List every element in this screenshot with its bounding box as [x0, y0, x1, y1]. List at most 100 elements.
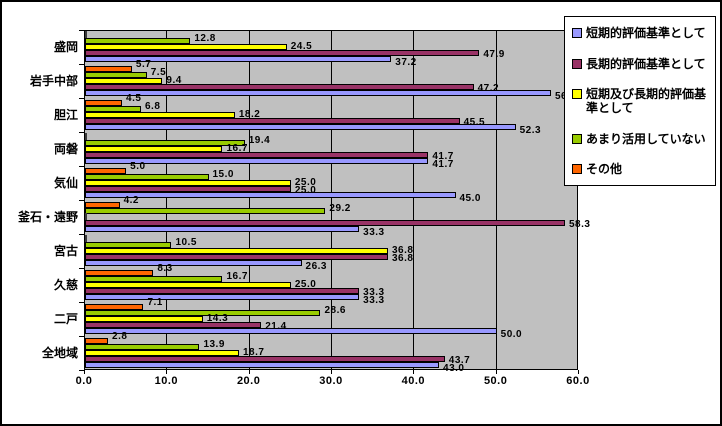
legend-swatch-icon	[572, 133, 582, 144]
value-label-series3-cat4: 15.0	[212, 169, 234, 180]
bar-series3-cat1	[85, 72, 147, 78]
category-boundary-tick	[79, 64, 84, 65]
value-label-series2-cat1: 9.4	[166, 75, 182, 86]
legend-item-label: あまり活用していない	[586, 131, 706, 146]
bar-series2-cat8	[85, 316, 203, 322]
bar-series1-cat1	[85, 84, 474, 90]
bar-series3-cat9	[85, 344, 200, 350]
bar-series0-cat4	[85, 192, 456, 198]
category-boundary-tick	[79, 132, 84, 133]
bar-series3-cat5	[85, 208, 326, 214]
value-label-series4-cat7: 8.3	[157, 263, 173, 274]
value-label-series3-cat3: 19.4	[248, 135, 271, 146]
value-label-series1-cat3: 41.7	[432, 151, 454, 162]
bar-series1-cat2	[85, 118, 460, 124]
bar-series0-cat5	[85, 226, 360, 232]
x-axis-label-4: 40.0	[401, 375, 426, 387]
bar-series2-cat2	[85, 112, 235, 118]
value-label-series1-cat7: 33.3	[363, 287, 385, 298]
value-label-series0-cat7: 33.3	[363, 295, 385, 306]
value-label-series0-cat9: 43.0	[443, 363, 465, 374]
value-label-series0-cat6: 26.3	[305, 261, 327, 272]
bar-series2-cat1	[85, 78, 163, 84]
category-label-2: 胆江	[53, 108, 78, 122]
x-axis-tick	[331, 370, 332, 374]
value-label-series1-cat9: 43.7	[448, 355, 471, 366]
gridline	[331, 30, 332, 370]
value-label-series1-cat0: 47.9	[483, 49, 505, 60]
legend-swatch-icon	[572, 164, 582, 174]
bar-series4-cat5	[85, 202, 120, 208]
x-axis-tick	[578, 370, 579, 374]
bar-series3-cat4	[85, 174, 209, 180]
value-label-series3-cat1: 7.5	[150, 67, 167, 78]
bar-series1-cat3	[85, 152, 429, 158]
value-label-series3-cat9: 13.9	[203, 339, 225, 350]
bar-series4-cat4	[85, 168, 127, 174]
value-label-series1-cat6: 36.8	[391, 253, 414, 264]
legend-item-2: 短期及び長期的評価基準として	[572, 87, 711, 115]
category-label-7: 久慈	[53, 278, 78, 292]
bar-series0-cat9	[85, 362, 440, 368]
value-label-series3-cat5: 29.2	[329, 203, 351, 214]
value-label-series0-cat2: 52.3	[519, 125, 542, 136]
legend-swatch-icon	[572, 28, 582, 38]
legend-item-4: その他	[572, 162, 711, 176]
value-label-series4-cat9: 2.8	[112, 331, 128, 342]
value-label-series4-cat2: 4.5	[126, 93, 142, 104]
bar-series1-cat6	[85, 254, 388, 260]
x-axis-tick	[413, 370, 415, 374]
zero-bar-tick-series4-cat0	[85, 31, 87, 38]
value-label-series4-cat5: 4.2	[123, 195, 139, 206]
value-label-series3-cat7: 16.7	[226, 271, 248, 282]
value-label-series0-cat3: 41.7	[432, 159, 454, 170]
x-axis-label-6: 60.0	[566, 375, 590, 387]
category-boundary-tick	[79, 336, 84, 337]
bar-series0-cat1	[85, 90, 551, 96]
value-label-series1-cat4: 25.0	[294, 185, 317, 196]
category-boundary-tick	[79, 200, 84, 201]
legend-item-label: 長期的評価基準として	[586, 56, 706, 71]
x-axis-tick	[166, 370, 168, 374]
bar-series1-cat5	[85, 220, 565, 226]
gridline	[166, 30, 168, 370]
value-label-series2-cat7: 25.0	[294, 279, 317, 290]
category-label-1: 岩手中部	[29, 74, 78, 88]
bar-series2-cat9	[85, 350, 239, 356]
category-boundary-tick	[79, 302, 84, 303]
category-boundary-tick	[79, 234, 84, 235]
value-label-series1-cat2: 45.5	[463, 117, 486, 128]
category-label-9: 全地域	[41, 346, 78, 360]
bar-series0-cat0	[85, 56, 392, 62]
bar-series3-cat7	[85, 276, 223, 282]
bar-series3-cat8	[85, 310, 321, 316]
bar-series4-cat7	[85, 270, 154, 276]
zero-bar-tick-series2-cat5	[85, 213, 87, 220]
x-axis-tick	[84, 370, 85, 374]
gridline	[495, 30, 497, 370]
x-axis-tick	[248, 370, 250, 374]
bar-series1-cat8	[85, 322, 262, 328]
legend-item-1: 長期的評価基準として	[572, 57, 711, 71]
value-label-series2-cat2: 18.2	[238, 109, 261, 120]
bar-series0-cat8	[85, 328, 497, 334]
category-label-0: 盛岡	[53, 40, 78, 54]
gridline	[413, 30, 415, 370]
legend-item-label: 短期及び長期的評価基準として	[586, 87, 707, 115]
bar-series0-cat2	[85, 124, 516, 130]
category-boundary-tick	[79, 30, 84, 31]
bar-series1-cat9	[85, 356, 445, 362]
value-label-series0-cat4: 45.0	[459, 193, 481, 204]
bar-series3-cat6	[85, 242, 172, 248]
gridline	[248, 30, 250, 370]
x-axis-tick	[495, 370, 497, 374]
category-label-3: 両磐	[53, 142, 78, 156]
x-axis-label-3: 30.0	[319, 375, 343, 387]
category-boundary-tick	[79, 268, 84, 269]
value-label-series2-cat6: 36.8	[391, 245, 414, 256]
bar-series3-cat3	[85, 140, 245, 146]
value-label-series3-cat8: 28.6	[324, 305, 346, 316]
legend-item-label: 短期的評価基準として	[586, 26, 706, 40]
category-label-6: 宮古	[53, 244, 78, 258]
